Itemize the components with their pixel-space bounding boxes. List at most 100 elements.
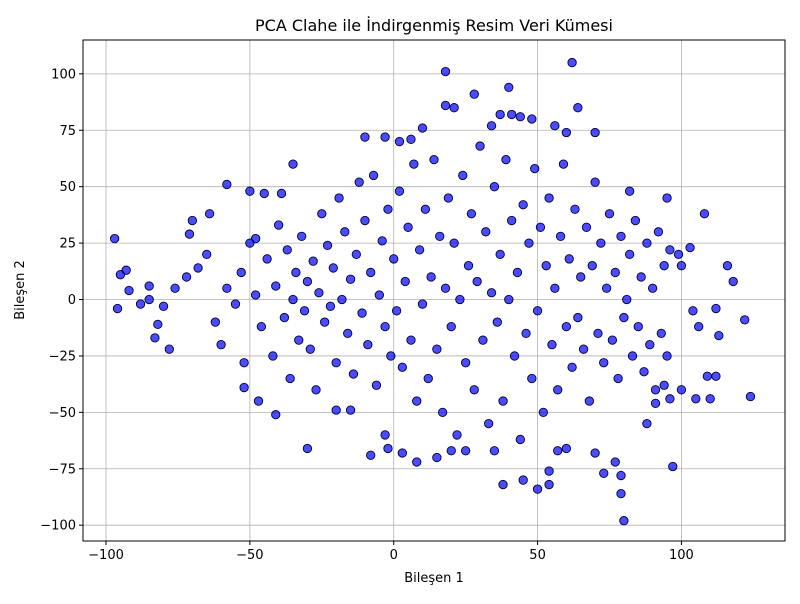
data-point	[334, 193, 344, 203]
data-point	[184, 229, 195, 239]
data-point	[524, 238, 534, 248]
data-point	[616, 231, 626, 241]
data-point	[653, 227, 664, 237]
data-point	[340, 227, 350, 237]
data-point	[544, 466, 554, 476]
data-point	[135, 299, 146, 309]
data-point	[412, 457, 422, 467]
data-point	[245, 238, 255, 248]
data-point	[481, 227, 491, 237]
data-point	[728, 276, 738, 287]
data-point	[202, 249, 212, 260]
data-point	[314, 288, 324, 298]
data-point	[650, 385, 661, 395]
data-point	[489, 446, 500, 456]
data-point	[236, 267, 246, 278]
data-point	[322, 240, 333, 251]
data-point	[512, 267, 523, 278]
data-point	[492, 317, 502, 327]
data-point	[495, 109, 505, 120]
data-point	[527, 373, 537, 384]
data-point	[567, 57, 577, 68]
data-point	[515, 434, 525, 445]
data-point	[414, 245, 425, 255]
x-tick-label: 100	[669, 548, 694, 563]
data-point	[245, 186, 255, 196]
data-point	[645, 340, 655, 350]
data-point	[354, 177, 364, 187]
data-point	[478, 335, 488, 345]
chart-title: PCA Clahe ile İndirgenmiş Resim Veri Küm…	[255, 16, 613, 35]
data-point	[423, 373, 433, 384]
data-point	[112, 303, 123, 314]
data-point	[501, 154, 511, 165]
data-point	[412, 396, 422, 406]
data-point	[590, 177, 600, 187]
data-point	[504, 294, 514, 305]
data-point	[619, 516, 629, 526]
data-point	[567, 362, 577, 372]
y-tick-label: 75	[59, 124, 76, 139]
data-point	[624, 249, 635, 260]
data-point	[702, 371, 712, 381]
data-point	[420, 204, 431, 214]
data-point	[299, 306, 310, 316]
data-point	[394, 186, 405, 196]
data-point	[455, 294, 465, 305]
data-point	[544, 193, 554, 203]
data-point	[250, 290, 261, 300]
data-points	[109, 57, 756, 526]
data-point	[622, 294, 632, 305]
x-axis-label: Bileşen 1	[404, 571, 464, 586]
data-point	[532, 484, 543, 494]
data-point	[489, 182, 500, 192]
data-point	[515, 112, 525, 122]
data-point	[633, 321, 643, 332]
data-point	[449, 238, 459, 248]
data-point	[279, 312, 290, 323]
data-point	[394, 136, 405, 147]
data-point	[317, 209, 327, 219]
data-point	[297, 231, 307, 241]
data-point	[630, 215, 641, 226]
data-point	[440, 283, 451, 293]
data-point	[426, 272, 436, 282]
data-point	[553, 385, 563, 395]
data-point	[584, 396, 595, 406]
data-point	[409, 159, 419, 169]
data-point	[435, 231, 445, 241]
data-point	[222, 283, 232, 293]
data-point	[391, 306, 402, 316]
data-point	[576, 272, 586, 282]
data-point	[443, 193, 454, 203]
data-point	[662, 193, 672, 203]
y-tick-label: 50	[59, 180, 76, 195]
data-point	[593, 328, 603, 339]
data-point	[469, 89, 479, 99]
data-point	[642, 418, 652, 429]
data-point	[325, 301, 336, 311]
data-point	[538, 407, 548, 418]
data-point	[463, 261, 474, 271]
y-tick-label: 25	[59, 237, 76, 252]
data-point	[150, 333, 160, 343]
data-point	[740, 315, 750, 325]
data-point	[271, 409, 281, 420]
data-point	[472, 276, 482, 287]
data-point	[619, 312, 629, 323]
data-point	[507, 215, 517, 226]
x-tick-label: −100	[88, 548, 124, 563]
data-point	[659, 261, 669, 271]
data-point	[291, 267, 301, 278]
data-point	[153, 319, 163, 330]
data-point	[599, 468, 609, 478]
data-point	[532, 306, 543, 316]
data-point	[360, 132, 370, 142]
data-point	[371, 380, 382, 390]
data-point	[294, 335, 304, 345]
data-point	[610, 267, 620, 278]
data-point	[659, 380, 669, 390]
data-point	[259, 188, 269, 199]
data-point	[573, 103, 583, 113]
data-point	[581, 222, 592, 232]
